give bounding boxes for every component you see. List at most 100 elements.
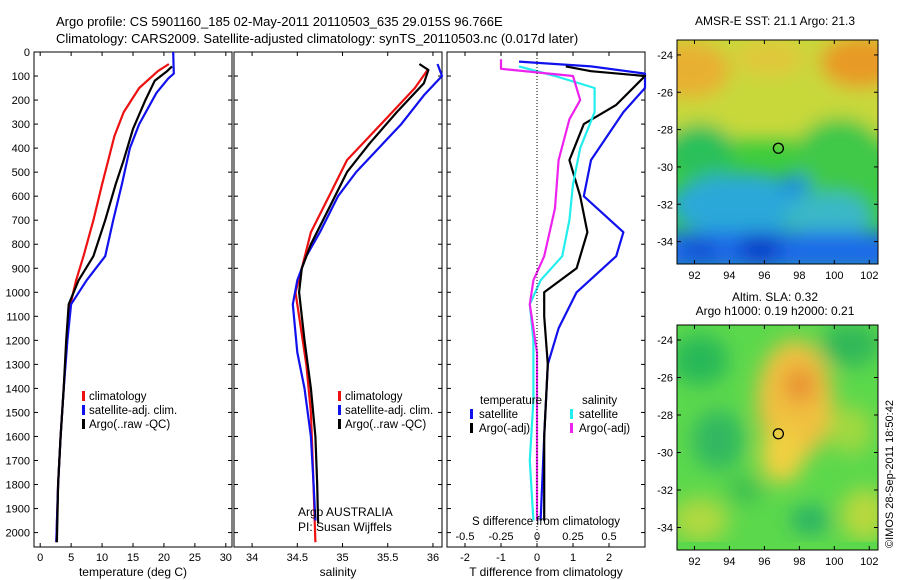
x-tick-label: 36 — [427, 552, 439, 564]
map-y-tick-label: -28 — [657, 125, 673, 137]
x-tick-label: 0 — [534, 552, 540, 564]
depth-tick-label: 900 — [12, 263, 30, 275]
top-axis-label: S difference from climatology — [472, 516, 620, 528]
legend-label: Argo(..raw -QC) — [345, 419, 426, 431]
pi-label: PI: Susan Wijffels — [298, 520, 392, 534]
legend-label: climatology — [345, 391, 403, 403]
map-x-tick-label: 96 — [758, 556, 770, 568]
sla-map-subtitle: Argo h1000: 0.19 h2000: 0.21 — [696, 304, 855, 318]
depth-tick-label: 1000 — [6, 287, 30, 299]
series-line-climatology — [294, 68, 430, 543]
series-line-argo-raw-qc- — [298, 63, 430, 524]
depth-tick-label: 100 — [12, 71, 30, 83]
top-tick-label: 0.25 — [562, 531, 583, 543]
x-tick-label: 10 — [96, 552, 108, 564]
top-tick-label: -0.5 — [456, 531, 475, 543]
map-x-tick-label: 102 — [860, 270, 878, 282]
depth-tick-label: 0 — [24, 47, 30, 59]
map-y-tick-label: -30 — [657, 448, 673, 460]
header-line-1: Argo profile: CS 5901160_185 02-May-2011… — [56, 14, 503, 29]
legend-swatch — [570, 409, 573, 419]
sla-heatmap — [676, 324, 879, 551]
map-y-tick-label: -30 — [657, 162, 673, 174]
x-axis-label: T difference from climatology — [469, 565, 623, 579]
x-axis-label: salinity — [320, 565, 357, 579]
x-tick-label: 35.5 — [377, 552, 398, 564]
sst-heatmap — [676, 39, 879, 265]
legend-label: climatology — [89, 391, 147, 403]
map-y-tick-label: -28 — [657, 410, 673, 422]
legend-swatch — [470, 409, 473, 419]
map-x-tick-label: 94 — [723, 556, 735, 568]
map-x-tick-label: 102 — [860, 556, 878, 568]
depth-tick-label: 1800 — [6, 480, 30, 492]
depth-tick-label: 1400 — [6, 383, 30, 395]
series-line-s-satellite — [518, 65, 596, 521]
series-line-satellite-adj-clim- — [55, 51, 175, 543]
x-tick-label: 34 — [246, 552, 258, 564]
map-y-tick-label: -26 — [657, 87, 673, 99]
depth-tick-label: 1100 — [6, 311, 30, 323]
top-tick-label: -0.25 — [488, 531, 513, 543]
depth-tick-label: 400 — [12, 143, 30, 155]
legend-label: satellite — [479, 409, 518, 421]
argo-program-label: Argo AUSTRALIA — [298, 505, 393, 519]
series-line-climatology — [55, 63, 170, 543]
top-tick-label: 0 — [534, 531, 540, 543]
x-tick-label: 0 — [37, 552, 43, 564]
x-axis-label: temperature (deg C) — [79, 565, 187, 579]
legend-swatch — [82, 405, 85, 415]
depth-tick-label: 1300 — [6, 359, 30, 371]
map-x-tick-label: 94 — [723, 270, 735, 282]
sla-map-title: Altim. SLA: 0.32 — [732, 290, 818, 304]
salinity-panel: 34 34.5 35 35.5 36 salinity climatology satelli… — [233, 51, 444, 579]
argo-position-marker — [772, 428, 785, 440]
plot-frame — [446, 51, 646, 548]
sst-map-axes: 92 94 96 98 100 102 -24 -26 -28 -30 -32 -34 — [657, 40, 878, 282]
x-tick-label: 1 — [570, 552, 576, 564]
depth-tick-label: 2000 — [6, 528, 30, 540]
legend-label: satellite-adj. clim. — [89, 405, 177, 417]
depth-tick-label: 1200 — [6, 335, 30, 347]
series-line-t-satellite — [518, 60, 647, 521]
x-tick-label: -2 — [460, 552, 470, 564]
legend-swatch — [338, 405, 341, 415]
map-y-tick-label: -34 — [657, 523, 673, 535]
depth-tick-label: 1600 — [6, 431, 30, 443]
series-line-s-argo-adj- — [499, 59, 582, 521]
map-y-tick-label: -32 — [657, 199, 673, 211]
legend-label: Argo(-adj) — [479, 423, 530, 435]
legend-swatch — [570, 423, 573, 433]
x-tick-label: 2 — [606, 552, 612, 564]
x-tick-label: 25 — [189, 552, 201, 564]
legend-group-title: temperature — [480, 395, 542, 407]
depth-tick-label: 1500 — [6, 407, 30, 419]
series-line-satellite-adj-clim- — [291, 63, 444, 521]
legend-swatch — [82, 391, 85, 401]
map-x-tick-label: 100 — [825, 556, 843, 568]
x-tick-label: 35 — [336, 552, 348, 564]
depth-tick-label: 1700 — [6, 455, 30, 467]
legend-group-title: salinity — [582, 395, 617, 407]
legend-swatch — [338, 391, 341, 401]
legend-label: satellite — [579, 409, 618, 421]
map-x-tick-label: 98 — [793, 556, 805, 568]
map-y-tick-label: -26 — [657, 373, 673, 385]
map-x-tick-label: 98 — [793, 270, 805, 282]
map-x-tick-label: 92 — [688, 556, 700, 568]
depth-tick-label: 600 — [12, 191, 30, 203]
map-y-tick-label: -34 — [657, 237, 673, 249]
imos-credit: ©IMOS 28-Sep-2011 18:50:42 — [884, 400, 896, 548]
series-line-argo-raw-qc- — [55, 65, 173, 543]
map-y-tick-label: -32 — [657, 485, 673, 497]
x-tick-label: 5 — [68, 552, 74, 564]
temperature-panel: 0100200300400500600700800900100011001200… — [6, 47, 233, 579]
plot-frame — [233, 51, 443, 548]
x-tick-label: 20 — [158, 552, 170, 564]
map-x-tick-label: 100 — [825, 270, 843, 282]
x-tick-label: 15 — [127, 552, 139, 564]
difference-panel: -2 -1 0 1 2T difference from climatology S di… — [446, 51, 647, 579]
x-tick-label: -1 — [496, 552, 506, 564]
legend-swatch — [82, 419, 85, 429]
